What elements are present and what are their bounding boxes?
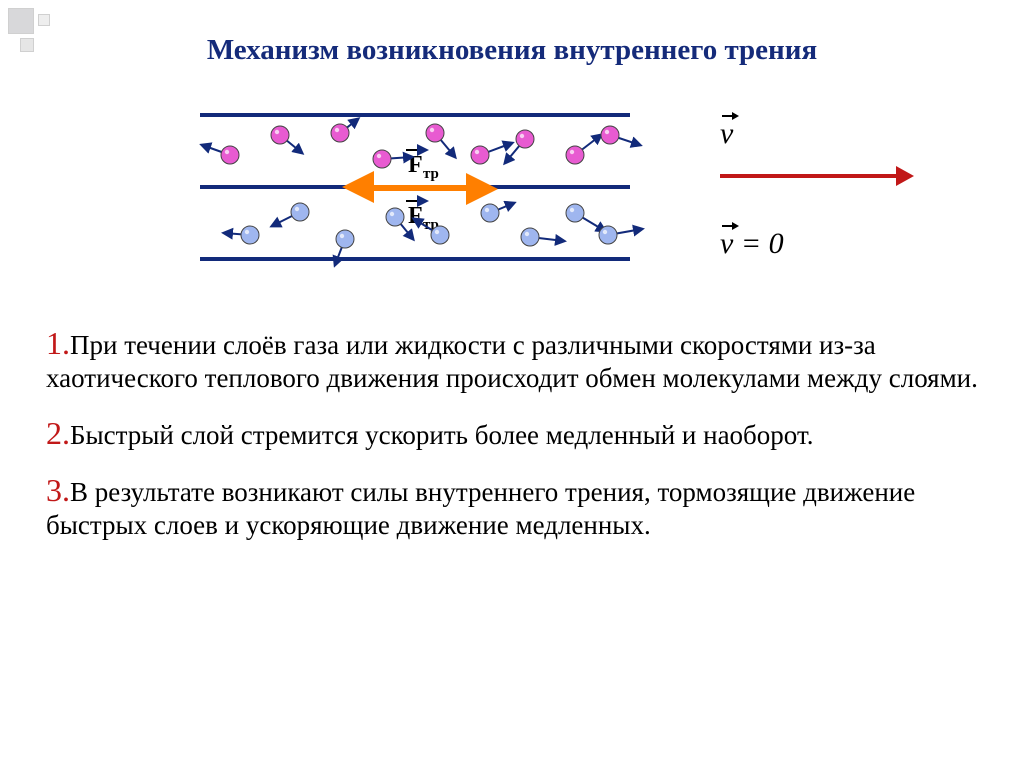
corner-decoration <box>8 8 68 56</box>
paragraph-3: 3.В результате возникают силы внутреннег… <box>46 472 984 542</box>
svg-text:тр: тр <box>423 166 439 182</box>
diagram-area: FтрFтр v v = 0 <box>0 77 1024 297</box>
list-number-2: 2. <box>46 415 70 451</box>
page-title: Механизм возникновения внутреннего трени… <box>0 0 1024 67</box>
paragraph-1-text: При течении слоёв газа или жидкости с ра… <box>46 330 978 393</box>
svg-text:F: F <box>408 203 423 229</box>
list-number-3: 3. <box>46 472 70 508</box>
friction-diagram: FтрFтр <box>170 77 650 297</box>
v-vector-bottom: v <box>720 227 733 261</box>
list-number-1: 1. <box>46 325 70 361</box>
paragraph-2-text: Быстрый слой стремится ускорить более ме… <box>70 420 813 450</box>
v-equals-zero: = 0 <box>733 227 783 260</box>
paragraph-2: 2.Быстрый слой стремится ускорить более … <box>46 415 984 453</box>
paragraph-1: 1.При течении слоёв газа или жидкости с … <box>46 325 984 395</box>
velocity-arrow-icon <box>720 174 900 178</box>
explanation-text: 1.При течении слоёв газа или жидкости с … <box>0 297 1024 542</box>
paragraph-3-text: В результате возникают силы внутреннего … <box>46 477 915 540</box>
v-vector-top: v <box>720 117 733 151</box>
svg-text:F: F <box>408 152 423 178</box>
velocity-labels: v v = 0 <box>720 117 980 261</box>
